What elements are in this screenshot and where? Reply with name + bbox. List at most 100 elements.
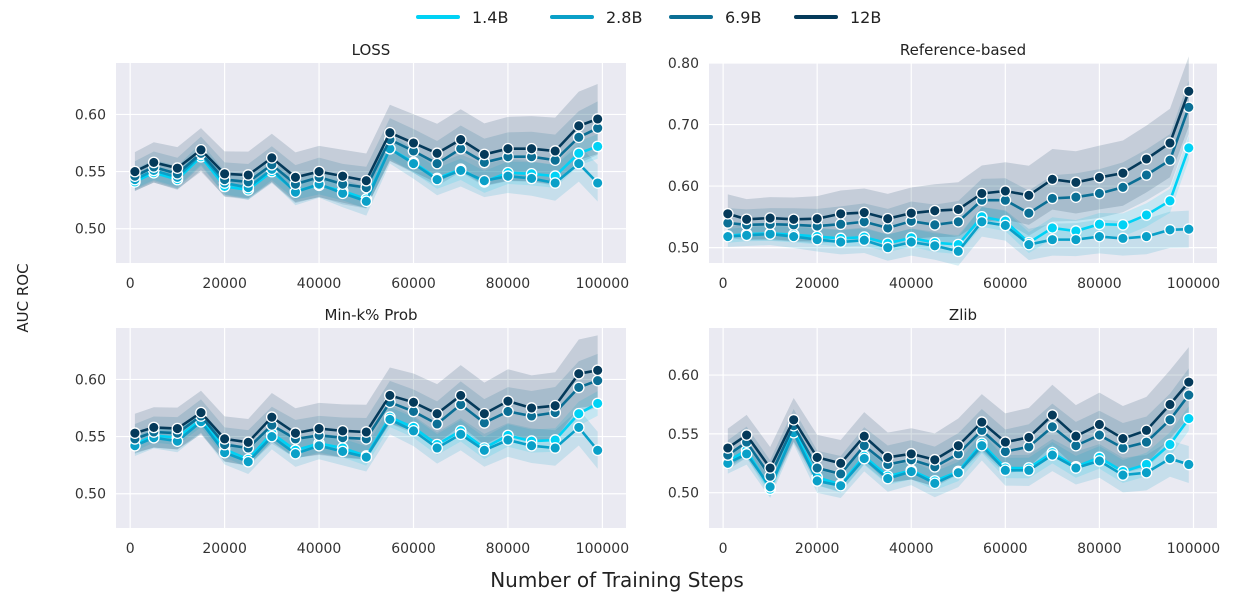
legend: 1.4B 2.8B 6.9B 12B	[0, 4, 1234, 30]
data-point	[811, 462, 824, 474]
data-point	[289, 171, 302, 184]
data-point	[952, 439, 965, 452]
data-point	[591, 397, 604, 410]
data-point	[1070, 430, 1082, 443]
data-point	[454, 428, 467, 441]
x-tick-label: 60000	[983, 276, 1028, 292]
legend-item-2-8b: 2.8B	[550, 4, 642, 30]
data-point	[525, 172, 538, 185]
x-tick-label: 100000	[1167, 276, 1220, 292]
x-tick-label: 0	[719, 276, 728, 292]
data-point	[407, 425, 420, 437]
data-point	[336, 445, 349, 458]
y-axis-label: AUC ROC	[14, 263, 32, 333]
data-point	[740, 448, 753, 460]
data-point	[764, 212, 776, 224]
y-tick-label: 0.55	[75, 430, 106, 446]
data-point	[1164, 194, 1176, 207]
data-point	[407, 396, 420, 409]
panel-zlib: 0.50 0.55 0.60 0 20000 40000 60000 80000 100000 Z…	[668, 306, 1220, 557]
data-point	[1093, 418, 1106, 431]
data-point	[360, 451, 373, 463]
data-point	[313, 165, 325, 178]
data-point	[1182, 223, 1195, 236]
data-point	[147, 421, 160, 434]
data-point	[572, 381, 585, 394]
data-point	[242, 169, 255, 181]
data-point	[881, 241, 894, 254]
data-point	[811, 451, 824, 464]
data-point	[1140, 466, 1153, 479]
series-12b	[721, 85, 1195, 226]
data-point	[1093, 218, 1106, 231]
data-point	[928, 477, 941, 490]
data-point	[764, 228, 776, 240]
x-tick-label: 0	[719, 541, 728, 557]
data-point	[1117, 469, 1129, 481]
series-2-8b	[721, 426, 1195, 493]
data-point	[502, 395, 514, 407]
series-12b	[129, 364, 604, 449]
x-tick-label: 0	[126, 276, 135, 292]
y-tick-label: 0.55	[668, 427, 699, 443]
data-point	[999, 219, 1012, 232]
data-point	[431, 157, 443, 170]
data-point	[834, 468, 847, 480]
data-point	[1182, 376, 1195, 388]
data-point	[1093, 429, 1106, 441]
data-point	[525, 142, 538, 155]
legend-swatch-12b	[794, 15, 838, 19]
data-point	[975, 416, 988, 428]
series-6-9b	[129, 374, 604, 454]
data-point	[1070, 462, 1082, 474]
data-point	[1093, 187, 1106, 200]
data-point	[1140, 424, 1153, 437]
data-point	[999, 185, 1012, 197]
data-point	[591, 374, 604, 387]
legend-label-1-4b: 1.4B	[472, 7, 509, 27]
data-point	[881, 472, 894, 485]
data-point	[502, 434, 514, 446]
y-tick-label: 0.80	[668, 56, 699, 72]
data-point	[1046, 222, 1059, 234]
y-tick-label: 0.50	[75, 222, 106, 238]
data-point	[1046, 233, 1059, 246]
data-point	[858, 452, 871, 465]
data-point	[129, 165, 141, 178]
panel-min-k-prob: 0.50 0.55 0.60 0 20000 40000 60000 80000 100000 M…	[75, 306, 629, 557]
data-point	[1117, 181, 1129, 194]
data-point	[265, 411, 278, 423]
data-point	[721, 230, 734, 243]
x-tick-label: 40000	[297, 276, 342, 292]
data-point	[591, 444, 604, 457]
data-point	[952, 245, 965, 258]
data-point	[313, 439, 325, 452]
data-point	[787, 230, 800, 243]
legend-label-12b: 12B	[850, 7, 882, 27]
data-point	[572, 407, 585, 420]
data-point	[454, 164, 467, 177]
data-point	[336, 170, 349, 182]
data-point	[502, 170, 514, 182]
x-tick-label: 60000	[391, 276, 436, 292]
legend-label-6-9b: 6.9B	[725, 7, 762, 27]
data-point	[591, 113, 604, 125]
data-point	[952, 215, 965, 228]
data-point	[384, 389, 396, 402]
data-point	[525, 439, 538, 452]
data-point	[1140, 230, 1153, 243]
data-point	[1140, 436, 1153, 448]
data-point	[858, 206, 871, 219]
data-point	[834, 207, 847, 220]
series-2-8b	[721, 215, 1195, 258]
data-point	[1140, 169, 1153, 181]
data-point	[905, 465, 918, 478]
data-point	[572, 131, 585, 144]
data-point	[242, 455, 255, 468]
confidence-band-1-4b	[727, 135, 1189, 255]
data-point	[313, 422, 325, 435]
data-point	[360, 195, 373, 208]
data-point	[740, 229, 753, 242]
data-point	[218, 433, 231, 445]
